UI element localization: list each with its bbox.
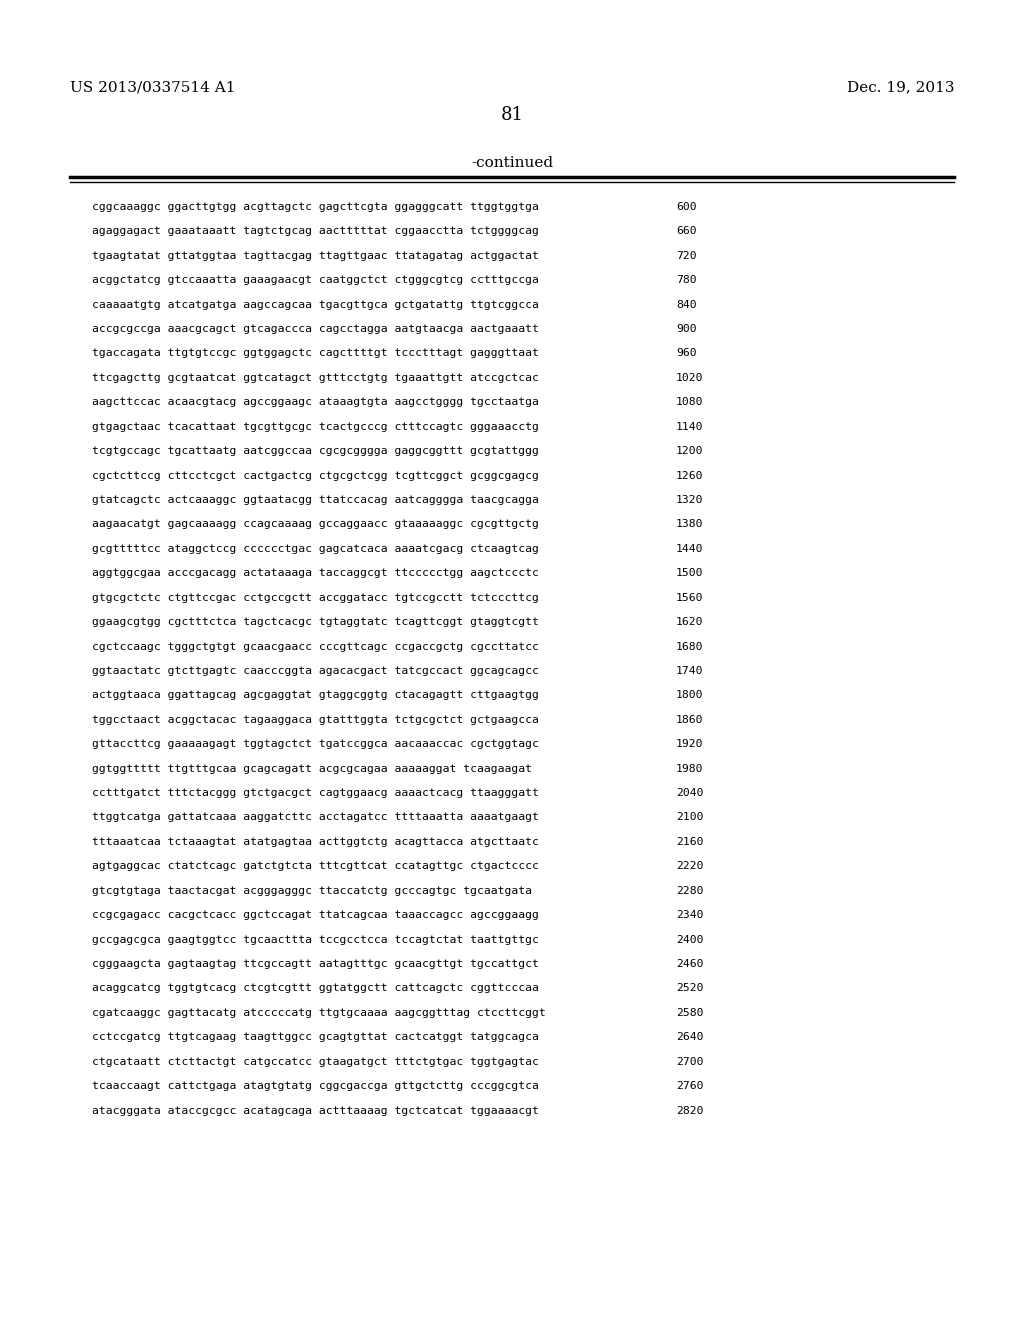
Text: 2580: 2580 xyxy=(676,1008,703,1018)
Text: gtgcgctctc ctgttccgac cctgccgctt accggatacc tgtccgcctt tctcccttcg: gtgcgctctc ctgttccgac cctgccgctt accggat… xyxy=(92,593,539,603)
Text: actggtaaca ggattagcag agcgaggtat gtaggcggtg ctacagagtt cttgaagtgg: actggtaaca ggattagcag agcgaggtat gtaggcg… xyxy=(92,690,539,701)
Text: US 2013/0337514 A1: US 2013/0337514 A1 xyxy=(70,81,236,95)
Text: 1260: 1260 xyxy=(676,471,703,480)
Text: 2220: 2220 xyxy=(676,862,703,871)
Text: 1020: 1020 xyxy=(676,372,703,383)
Text: 2340: 2340 xyxy=(676,911,703,920)
Text: ttggtcatga gattatcaaa aaggatcttc acctagatcc ttttaaatta aaaatgaagt: ttggtcatga gattatcaaa aaggatcttc acctaga… xyxy=(92,812,539,822)
Text: gccgagcgca gaagtggtcc tgcaacttta tccgcctcca tccagtctat taattgttgc: gccgagcgca gaagtggtcc tgcaacttta tccgcct… xyxy=(92,935,539,945)
Text: ggaagcgtgg cgctttctca tagctcacgc tgtaggtatc tcagttcggt gtaggtcgtt: ggaagcgtgg cgctttctca tagctcacgc tgtaggt… xyxy=(92,618,539,627)
Text: 1740: 1740 xyxy=(676,667,703,676)
Text: 1980: 1980 xyxy=(676,763,703,774)
Text: gcgtttttcc ataggctccg cccccctgac gagcatcaca aaaatcgacg ctcaagtcag: gcgtttttcc ataggctccg cccccctgac gagcatc… xyxy=(92,544,539,554)
Text: 2520: 2520 xyxy=(676,983,703,994)
Text: gtatcagctc actcaaaggc ggtaatacgg ttatccacag aatcagggga taacgcagga: gtatcagctc actcaaaggc ggtaatacgg ttatcca… xyxy=(92,495,539,506)
Text: tggcctaact acggctacac tagaaggaca gtatttggta tctgcgctct gctgaagcca: tggcctaact acggctacac tagaaggaca gtatttg… xyxy=(92,715,539,725)
Text: 900: 900 xyxy=(676,325,696,334)
Text: aagaacatgt gagcaaaagg ccagcaaaag gccaggaacc gtaaaaaggc cgcgttgctg: aagaacatgt gagcaaaagg ccagcaaaag gccagga… xyxy=(92,519,539,529)
Text: gttaccttcg gaaaaagagt tggtagctct tgatccggca aacaaaccac cgctggtagc: gttaccttcg gaaaaagagt tggtagctct tgatccg… xyxy=(92,739,539,750)
Text: 1800: 1800 xyxy=(676,690,703,701)
Text: tttaaatcaa tctaaagtat atatgagtaa acttggtctg acagttacca atgcttaatc: tttaaatcaa tctaaagtat atatgagtaa acttggt… xyxy=(92,837,539,847)
Text: 2700: 2700 xyxy=(676,1056,703,1067)
Text: 840: 840 xyxy=(676,300,696,310)
Text: cgctccaagc tgggctgtgt gcaacgaacc cccgttcagc ccgaccgctg cgccttatcc: cgctccaagc tgggctgtgt gcaacgaacc cccgttc… xyxy=(92,642,539,652)
Text: atacgggata ataccgcgcc acatagcaga actttaaaag tgctcatcat tggaaaacgt: atacgggata ataccgcgcc acatagcaga actttaa… xyxy=(92,1106,539,1115)
Text: accgcgccga aaacgcagct gtcagaccca cagcctagga aatgtaacga aactgaaatt: accgcgccga aaacgcagct gtcagaccca cagccta… xyxy=(92,325,539,334)
Text: 1500: 1500 xyxy=(676,568,703,578)
Text: tgaccagata ttgtgtccgc ggtggagctc cagcttttgt tccctttagt gagggttaat: tgaccagata ttgtgtccgc ggtggagctc cagcttt… xyxy=(92,348,539,359)
Text: ggtggttttt ttgtttgcaa gcagcagatt acgcgcagaa aaaaaggat tcaagaagat: ggtggttttt ttgtttgcaa gcagcagatt acgcgca… xyxy=(92,763,532,774)
Text: 1920: 1920 xyxy=(676,739,703,750)
Text: ccgcgagacc cacgctcacc ggctccagat ttatcagcaa taaaccagcc agccggaagg: ccgcgagacc cacgctcacc ggctccagat ttatcag… xyxy=(92,911,539,920)
Text: 2160: 2160 xyxy=(676,837,703,847)
Text: agaggagact gaaataaatt tagtctgcag aactttttat cggaacctta tctggggcag: agaggagact gaaataaatt tagtctgcag aactttt… xyxy=(92,226,539,236)
Text: -continued: -continued xyxy=(471,156,553,170)
Text: 2640: 2640 xyxy=(676,1032,703,1043)
Text: caaaaatgtg atcatgatga aagccagcaa tgacgttgca gctgatattg ttgtcggcca: caaaaatgtg atcatgatga aagccagcaa tgacgtt… xyxy=(92,300,539,310)
Text: cggcaaaggc ggacttgtgg acgttagctc gagcttcgta ggagggcatt ttggtggtga: cggcaaaggc ggacttgtgg acgttagctc gagcttc… xyxy=(92,202,539,213)
Text: 2040: 2040 xyxy=(676,788,703,799)
Text: 960: 960 xyxy=(676,348,696,359)
Text: tcaaccaagt cattctgaga atagtgtatg cggcgaccga gttgctcttg cccggcgtca: tcaaccaagt cattctgaga atagtgtatg cggcgac… xyxy=(92,1081,539,1092)
Text: 2460: 2460 xyxy=(676,958,703,969)
Text: cctttgatct tttctacggg gtctgacgct cagtggaacg aaaactcacg ttaagggatt: cctttgatct tttctacggg gtctgacgct cagtgga… xyxy=(92,788,539,799)
Text: 1320: 1320 xyxy=(676,495,703,506)
Text: cctccgatcg ttgtcagaag taagttggcc gcagtgttat cactcatggt tatggcagca: cctccgatcg ttgtcagaag taagttggcc gcagtgt… xyxy=(92,1032,539,1043)
Text: gtgagctaac tcacattaat tgcgttgcgc tcactgcccg ctttccagtc gggaaacctg: gtgagctaac tcacattaat tgcgttgcgc tcactgc… xyxy=(92,422,539,432)
Text: ctgcataatt ctcttactgt catgccatcc gtaagatgct tttctgtgac tggtgagtac: ctgcataatt ctcttactgt catgccatcc gtaagat… xyxy=(92,1056,539,1067)
Text: 1080: 1080 xyxy=(676,397,703,408)
Text: 2820: 2820 xyxy=(676,1106,703,1115)
Text: 1860: 1860 xyxy=(676,715,703,725)
Text: 780: 780 xyxy=(676,276,696,285)
Text: 1560: 1560 xyxy=(676,593,703,603)
Text: Dec. 19, 2013: Dec. 19, 2013 xyxy=(847,81,954,95)
Text: 81: 81 xyxy=(501,106,523,124)
Text: gtcgtgtaga taactacgat acgggagggc ttaccatctg gcccagtgc tgcaatgata: gtcgtgtaga taactacgat acgggagggc ttaccat… xyxy=(92,886,532,896)
Text: 2100: 2100 xyxy=(676,812,703,822)
Text: 1680: 1680 xyxy=(676,642,703,652)
Text: cgctcttccg cttcctcgct cactgactcg ctgcgctcgg tcgttcggct gcggcgagcg: cgctcttccg cttcctcgct cactgactcg ctgcgct… xyxy=(92,471,539,480)
Text: aggtggcgaa acccgacagg actataaaga taccaggcgt ttccccctgg aagctccctc: aggtggcgaa acccgacagg actataaaga taccagg… xyxy=(92,568,539,578)
Text: 2280: 2280 xyxy=(676,886,703,896)
Text: 1380: 1380 xyxy=(676,519,703,529)
Text: 2760: 2760 xyxy=(676,1081,703,1092)
Text: cgggaagcta gagtaagtag ttcgccagtt aatagtttgc gcaacgttgt tgccattgct: cgggaagcta gagtaagtag ttcgccagtt aatagtt… xyxy=(92,958,539,969)
Text: acggctatcg gtccaaatta gaaagaacgt caatggctct ctgggcgtcg cctttgccga: acggctatcg gtccaaatta gaaagaacgt caatggc… xyxy=(92,276,539,285)
Text: tgaagtatat gttatggtaa tagttacgag ttagttgaac ttatagatag actggactat: tgaagtatat gttatggtaa tagttacgag ttagttg… xyxy=(92,251,539,261)
Text: 720: 720 xyxy=(676,251,696,261)
Text: 600: 600 xyxy=(676,202,696,213)
Text: 660: 660 xyxy=(676,226,696,236)
Text: acaggcatcg tggtgtcacg ctcgtcgttt ggtatggctt cattcagctc cggttcccaa: acaggcatcg tggtgtcacg ctcgtcgttt ggtatgg… xyxy=(92,983,539,994)
Text: 1620: 1620 xyxy=(676,618,703,627)
Text: ttcgagcttg gcgtaatcat ggtcatagct gtttcctgtg tgaaattgtt atccgctcac: ttcgagcttg gcgtaatcat ggtcatagct gtttcct… xyxy=(92,372,539,383)
Text: 1440: 1440 xyxy=(676,544,703,554)
Text: agtgaggcac ctatctcagc gatctgtcta tttcgttcat ccatagttgc ctgactcccc: agtgaggcac ctatctcagc gatctgtcta tttcgtt… xyxy=(92,862,539,871)
Text: 1140: 1140 xyxy=(676,422,703,432)
Text: cgatcaaggc gagttacatg atcccccatg ttgtgcaaaa aagcggtttag ctccttcggt: cgatcaaggc gagttacatg atcccccatg ttgtgca… xyxy=(92,1008,546,1018)
Text: 1200: 1200 xyxy=(676,446,703,457)
Text: aagcttccac acaacgtacg agccggaagc ataaagtgta aagcctgggg tgcctaatga: aagcttccac acaacgtacg agccggaagc ataaagt… xyxy=(92,397,539,408)
Text: tcgtgccagc tgcattaatg aatcggccaa cgcgcgggga gaggcggttt gcgtattggg: tcgtgccagc tgcattaatg aatcggccaa cgcgcgg… xyxy=(92,446,539,457)
Text: 2400: 2400 xyxy=(676,935,703,945)
Text: ggtaactatc gtcttgagtc caacccggta agacacgact tatcgccact ggcagcagcc: ggtaactatc gtcttgagtc caacccggta agacacg… xyxy=(92,667,539,676)
